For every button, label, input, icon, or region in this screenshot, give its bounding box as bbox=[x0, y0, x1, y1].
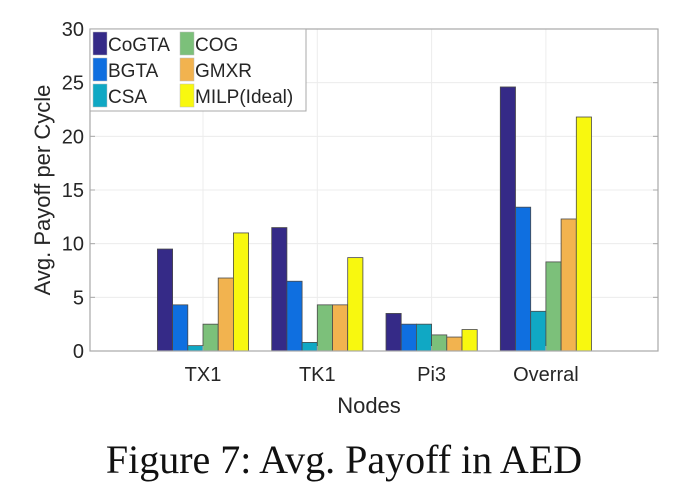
legend-label: CoGTA bbox=[108, 35, 170, 56]
legend-swatch bbox=[92, 83, 108, 108]
legend-item-cog: COG bbox=[179, 31, 238, 56]
x-tick-label: Pi3 bbox=[417, 364, 446, 386]
bar-cogta-tx1 bbox=[156, 248, 173, 352]
x-tick-label: Overral bbox=[513, 364, 579, 386]
y-tick-label: 15 bbox=[62, 180, 84, 202]
bar-bgta-pi3 bbox=[400, 323, 417, 352]
y-tick-label: 0 bbox=[73, 341, 84, 363]
bar-csa-overral bbox=[530, 310, 547, 352]
y-tick-label: 30 bbox=[62, 19, 84, 41]
bar-cog-overral bbox=[545, 261, 562, 352]
bar-gmxr-tx1 bbox=[217, 277, 234, 352]
bar-csa-pi3 bbox=[415, 323, 432, 352]
bar-cog-tx1 bbox=[202, 323, 219, 352]
bar-cogta-overral bbox=[499, 86, 516, 352]
figure-caption: Figure 7: Avg. Payoff in AED bbox=[105, 437, 583, 482]
bar-cog-pi3 bbox=[431, 334, 448, 352]
x-axis-ticks: TX1 TK1 Pi3 Overral bbox=[185, 346, 579, 386]
legend-box bbox=[89, 28, 307, 112]
legend-label: CSA bbox=[108, 87, 147, 108]
bar-csa-tx1 bbox=[187, 345, 204, 352]
y-tick-label: 20 bbox=[62, 126, 84, 148]
y-axis-label: Avg. Payoff per Cycle bbox=[30, 85, 55, 296]
bar-bgta-tx1 bbox=[172, 304, 189, 352]
x-axis-label: Nodes bbox=[337, 393, 401, 418]
legend-item-gmxr: GMXR bbox=[179, 57, 252, 82]
bar-milp-ideal--pi3 bbox=[461, 329, 478, 352]
bars bbox=[156, 86, 592, 352]
legend-swatch bbox=[179, 83, 195, 108]
legend-label: COG bbox=[195, 35, 238, 56]
bar-milp-ideal--tk1 bbox=[347, 257, 364, 352]
bar-cogta-pi3 bbox=[385, 313, 402, 352]
bar-milp-ideal--tx1 bbox=[232, 232, 249, 352]
legend-label: MILP(Ideal) bbox=[195, 87, 293, 108]
x-tick-label: TK1 bbox=[299, 364, 336, 386]
legend-swatch bbox=[92, 31, 108, 56]
legend-item-cogta: CoGTA bbox=[92, 31, 170, 56]
y-tick-label: 25 bbox=[62, 73, 84, 95]
bar-cog-tk1 bbox=[316, 304, 333, 352]
y-tick-label: 5 bbox=[73, 287, 84, 309]
legend-item-csa: CSA bbox=[92, 83, 147, 108]
bar-csa-tk1 bbox=[301, 342, 318, 352]
bar-bgta-overral bbox=[515, 206, 532, 352]
x-tick-label: TX1 bbox=[185, 364, 222, 386]
legend: CoGTA BGTA CSA COG GMXR MILP(Ideal) bbox=[89, 28, 307, 112]
legend-label: BGTA bbox=[108, 61, 159, 82]
bar-milp-ideal--overral bbox=[575, 116, 592, 352]
legend-item-milp-ideal-: MILP(Ideal) bbox=[179, 83, 293, 108]
bar-gmxr-overral bbox=[560, 218, 577, 352]
y-tick-label: 10 bbox=[62, 234, 84, 256]
y-axis-ticks: 0 5 10 15 20 25 30 bbox=[62, 19, 658, 363]
legend-swatch bbox=[92, 57, 108, 82]
bar-gmxr-pi3 bbox=[446, 336, 463, 352]
legend-item-bgta: BGTA bbox=[92, 57, 159, 82]
bar-gmxr-tk1 bbox=[332, 304, 349, 352]
bar-chart: 0 5 10 15 20 25 30 TX1 TK1 Pi3 Overral Avg. Payof… bbox=[30, 19, 659, 418]
legend-swatch bbox=[179, 57, 195, 82]
bar-bgta-tk1 bbox=[286, 280, 303, 352]
bar-cogta-tk1 bbox=[271, 227, 288, 352]
legend-label: GMXR bbox=[195, 61, 252, 82]
legend-swatch bbox=[179, 31, 195, 56]
